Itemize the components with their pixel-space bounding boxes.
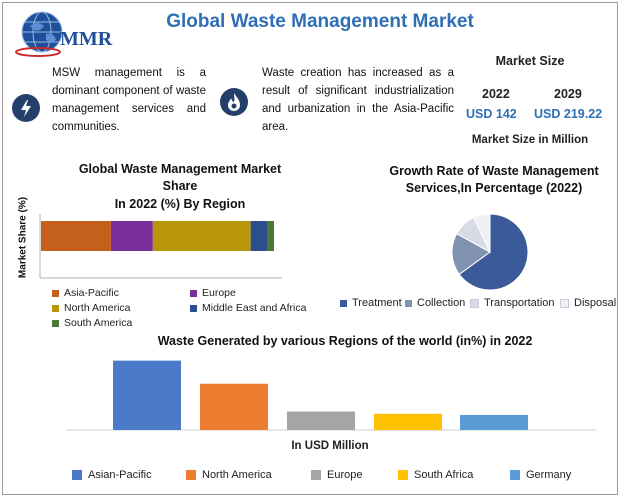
legend-label: South Africa <box>414 469 474 481</box>
info-text-waste: Waste creation has increased as a result… <box>262 67 454 133</box>
page-title: Global Waste Management Market <box>166 11 474 32</box>
region-legend-asian-pacific: Asian-Pacific <box>72 469 152 481</box>
legend-swatch <box>186 470 196 480</box>
legend-swatch <box>72 470 82 480</box>
pie-legend-disposal: Disposal <box>560 297 616 309</box>
legend-swatch <box>560 298 569 308</box>
legend-label: Europe <box>202 287 236 299</box>
legend-swatch <box>398 470 408 480</box>
region-legend-germany: Germany <box>510 469 571 481</box>
flame-icon <box>220 88 248 116</box>
market-size-title: Market Size <box>495 54 565 68</box>
regions-chart-xlabel: In USD Million <box>291 440 369 452</box>
share-chart-ylabel: Market Share (%) <box>17 196 29 279</box>
legend-swatch <box>340 299 347 307</box>
share-bar-middle-east-and-africa <box>250 221 268 251</box>
share-legend-asia-pacific: Asia-Pacific <box>52 287 119 299</box>
share-legend-north-america: North America <box>52 302 131 314</box>
pie-legend-treatment: Treatment <box>340 297 402 309</box>
logo-text: MMR <box>60 28 113 50</box>
bolt-icon <box>12 94 40 122</box>
region-legend-south-africa: South Africa <box>398 469 473 481</box>
pie-chart-svg <box>451 213 529 291</box>
pie-chart-title: Growth Rate of Waste Management Services… <box>389 164 599 195</box>
region-legend-north-america: North America <box>186 469 272 481</box>
region-bar-germany <box>460 414 528 430</box>
legend-label: Treatment <box>352 297 402 309</box>
legend-label: Transportation <box>484 297 555 309</box>
value-2022: USD 142 <box>466 107 517 121</box>
share-bar-asia-pacific <box>41 221 111 251</box>
value-2029: USD 219.22 <box>534 107 603 121</box>
legend-label: Asian-Pacific <box>88 469 152 481</box>
legend-swatch <box>405 299 412 307</box>
market-size-footer: Market Size in Million <box>471 134 589 146</box>
region-bar-europe <box>287 411 355 430</box>
share-bar-north-america <box>152 221 251 251</box>
globe-icon <box>15 11 63 57</box>
share-bar-europe <box>110 221 153 251</box>
region-legend-europe: Europe <box>311 469 362 481</box>
legend-label: Disposal <box>574 297 617 309</box>
legend-label: South America <box>64 317 133 329</box>
legend-swatch <box>52 304 59 312</box>
region-bar-north-america <box>200 383 268 430</box>
legend-swatch <box>190 304 197 312</box>
pie-slice-collection <box>451 233 491 276</box>
legend-label: North America <box>64 302 131 314</box>
legend-swatch <box>311 470 321 480</box>
pie-legend-collection: Collection <box>405 297 465 309</box>
legend-swatch <box>190 289 197 297</box>
legend-label: North America <box>202 469 272 481</box>
legend-label: Germany <box>526 469 572 481</box>
share-legend-europe: Europe <box>190 287 236 299</box>
regions-chart-title: Waste Generated by various Regions of th… <box>157 334 533 348</box>
pie-slice-disposal <box>473 213 491 253</box>
share-chart-title: Global Waste Management Market Share <box>78 162 282 193</box>
info-text-msw: MSW management is a dominant component o… <box>52 67 206 133</box>
legend-swatch <box>470 298 479 308</box>
legend-swatch <box>52 319 59 327</box>
share-legend-middle-east-and-africa: Middle East and Africa <box>190 302 306 314</box>
infographic-frame <box>2 2 618 495</box>
legend-label: Europe <box>327 469 363 481</box>
share-chart-svg <box>39 214 282 279</box>
regions-chart-svg <box>66 360 596 431</box>
legend-label: Middle East and Africa <box>202 302 307 314</box>
share-legend-south-america: South America <box>52 317 132 329</box>
legend-label: Asia-Pacific <box>64 287 119 299</box>
legend-swatch <box>510 470 520 480</box>
year-2022: 2022 <box>482 87 510 101</box>
region-bar-asian-pacific <box>113 360 181 430</box>
pie-legend-transportation: Transportation <box>470 297 555 309</box>
legend-label: Collection <box>417 297 466 309</box>
share-chart-subtitle: In 2022 (%) By Region <box>114 197 246 211</box>
logo: MMR <box>10 10 122 60</box>
pie-slice-treatment <box>458 213 529 291</box>
year-2029: 2029 <box>554 87 582 101</box>
legend-swatch <box>52 289 59 297</box>
region-bar-south-africa <box>374 413 442 430</box>
share-bar-south-america <box>267 221 274 251</box>
